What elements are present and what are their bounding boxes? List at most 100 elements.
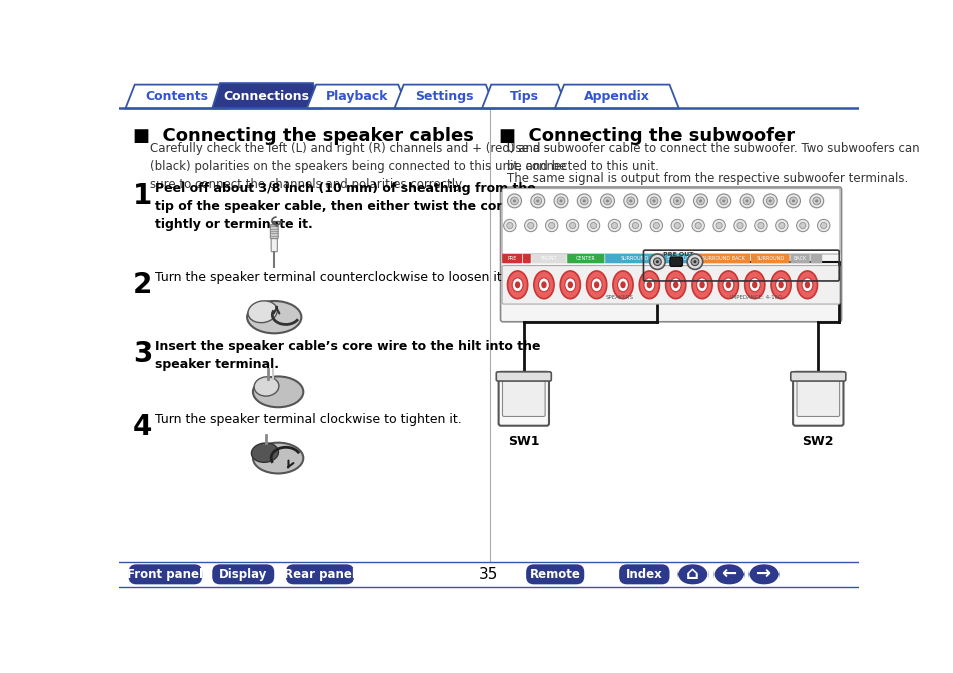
Circle shape xyxy=(670,194,683,208)
Circle shape xyxy=(599,194,614,208)
Circle shape xyxy=(736,223,742,229)
Ellipse shape xyxy=(617,278,628,291)
Circle shape xyxy=(566,219,578,232)
FancyBboxPatch shape xyxy=(567,254,604,263)
Circle shape xyxy=(815,199,818,203)
Text: Appendix: Appendix xyxy=(583,90,649,103)
Circle shape xyxy=(513,199,516,203)
Circle shape xyxy=(510,197,517,205)
Ellipse shape xyxy=(515,281,519,288)
Ellipse shape xyxy=(612,271,633,299)
Text: SURROUND: SURROUND xyxy=(665,256,694,261)
Circle shape xyxy=(554,194,567,208)
FancyBboxPatch shape xyxy=(669,257,681,267)
Polygon shape xyxy=(212,83,320,108)
Text: Turn the speaker terminal clockwise to tighten it.: Turn the speaker terminal clockwise to t… xyxy=(154,413,461,427)
Circle shape xyxy=(699,199,701,203)
FancyBboxPatch shape xyxy=(618,565,669,584)
Circle shape xyxy=(534,197,541,205)
Circle shape xyxy=(716,194,730,208)
Text: 4: 4 xyxy=(133,413,152,441)
Ellipse shape xyxy=(507,271,527,299)
Text: Tips: Tips xyxy=(510,90,538,103)
Text: SURROUND: SURROUND xyxy=(756,256,783,261)
FancyBboxPatch shape xyxy=(496,371,551,381)
Circle shape xyxy=(530,194,544,208)
Circle shape xyxy=(673,197,680,205)
Ellipse shape xyxy=(801,278,812,291)
Ellipse shape xyxy=(691,271,711,299)
Polygon shape xyxy=(307,85,407,108)
Text: Playback: Playback xyxy=(326,90,388,103)
Circle shape xyxy=(506,223,513,229)
Text: Remote: Remote xyxy=(529,568,580,581)
FancyBboxPatch shape xyxy=(790,371,845,381)
Polygon shape xyxy=(394,85,495,108)
Ellipse shape xyxy=(512,278,522,291)
Ellipse shape xyxy=(725,281,730,288)
Circle shape xyxy=(757,223,763,229)
Circle shape xyxy=(799,223,805,229)
Circle shape xyxy=(690,258,698,266)
Ellipse shape xyxy=(564,278,575,291)
Circle shape xyxy=(775,219,787,232)
Text: ←: ← xyxy=(720,565,736,583)
Text: FRONT: FRONT xyxy=(540,256,557,261)
Text: BACK: BACK xyxy=(793,256,806,261)
Circle shape xyxy=(789,197,797,205)
Circle shape xyxy=(762,194,777,208)
Circle shape xyxy=(674,223,679,229)
Ellipse shape xyxy=(770,271,790,299)
Polygon shape xyxy=(125,85,228,108)
Circle shape xyxy=(765,197,773,205)
Circle shape xyxy=(754,219,766,232)
Text: 35: 35 xyxy=(478,567,498,582)
Text: ■  Connecting the speaker cables: ■ Connecting the speaker cables xyxy=(133,127,474,145)
Circle shape xyxy=(558,199,562,203)
FancyBboxPatch shape xyxy=(677,565,707,584)
FancyBboxPatch shape xyxy=(502,378,544,417)
Ellipse shape xyxy=(748,278,760,291)
FancyBboxPatch shape xyxy=(522,254,530,263)
Ellipse shape xyxy=(247,301,301,333)
FancyBboxPatch shape xyxy=(713,565,744,584)
Ellipse shape xyxy=(722,278,733,291)
Circle shape xyxy=(733,219,745,232)
FancyBboxPatch shape xyxy=(748,565,779,584)
Circle shape xyxy=(820,223,826,229)
Ellipse shape xyxy=(567,281,573,288)
Circle shape xyxy=(785,194,800,208)
Text: PRE OUT: PRE OUT xyxy=(662,252,692,256)
Text: Connections: Connections xyxy=(223,90,309,103)
Ellipse shape xyxy=(619,281,625,288)
Ellipse shape xyxy=(591,278,601,291)
Circle shape xyxy=(629,219,641,232)
Circle shape xyxy=(649,254,664,269)
Circle shape xyxy=(536,199,538,203)
Text: SURROUND BACK: SURROUND BACK xyxy=(701,256,744,261)
Circle shape xyxy=(712,219,724,232)
Ellipse shape xyxy=(594,281,598,288)
FancyBboxPatch shape xyxy=(796,378,839,417)
Circle shape xyxy=(652,199,655,203)
Ellipse shape xyxy=(778,281,783,288)
Circle shape xyxy=(649,219,661,232)
Ellipse shape xyxy=(253,377,278,396)
Circle shape xyxy=(632,223,638,229)
Text: ■  Connecting the subwoofer: ■ Connecting the subwoofer xyxy=(498,127,794,145)
Text: SURROUND: SURROUND xyxy=(619,256,648,261)
Ellipse shape xyxy=(253,376,303,407)
Circle shape xyxy=(817,219,829,232)
Text: PRE: PRE xyxy=(507,256,517,261)
Text: SW2: SW2 xyxy=(801,435,833,448)
Circle shape xyxy=(809,194,822,208)
Text: SW1: SW1 xyxy=(508,435,539,448)
Polygon shape xyxy=(555,85,679,108)
Ellipse shape xyxy=(248,301,277,322)
FancyBboxPatch shape xyxy=(270,225,278,239)
Circle shape xyxy=(579,197,587,205)
FancyBboxPatch shape xyxy=(501,188,840,254)
Circle shape xyxy=(778,223,784,229)
Circle shape xyxy=(569,223,575,229)
Circle shape xyxy=(691,219,703,232)
